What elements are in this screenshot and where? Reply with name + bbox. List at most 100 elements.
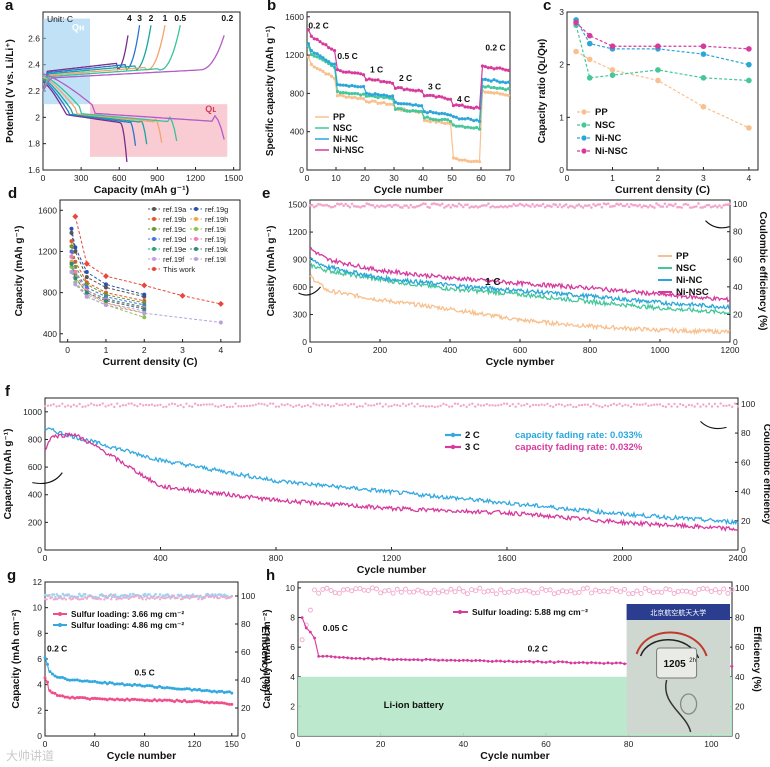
- efficiency-point: [675, 589, 681, 594]
- legend-marker: [581, 109, 587, 115]
- series-point: [623, 662, 626, 666]
- series-point-Ni-NC: [309, 49, 313, 53]
- efficiency-point: [154, 592, 157, 596]
- x-tick-label-b: 40: [418, 173, 428, 183]
- x-tick-label-b: 70: [505, 173, 515, 183]
- efficiency-point: [487, 202, 490, 205]
- y-tick-label-h: 6: [290, 642, 295, 652]
- y-tick-label-c: 2: [559, 60, 564, 70]
- legend-label: ref.19d: [163, 235, 186, 244]
- efficiency-point: [218, 597, 221, 600]
- efficiency-point: [653, 206, 656, 209]
- efficiency-point: [325, 203, 329, 207]
- rate-label: 4: [127, 13, 132, 23]
- series-point-Ni-NC: [321, 56, 325, 60]
- series-point-Ni-NSC: [434, 95, 438, 99]
- efficiency-point: [101, 594, 104, 598]
- series-point: [150, 684, 154, 688]
- efficiency-point: [271, 402, 275, 405]
- rate-label: 3 C: [428, 82, 441, 92]
- efficiency-point: [688, 206, 692, 209]
- efficiency-point: [176, 596, 179, 600]
- efficiency-point: [309, 405, 312, 408]
- efficiency-point: [358, 404, 361, 408]
- y2-axis-label-h: Efficiency (%): [751, 626, 762, 692]
- y-tick-label-a: 1.8: [28, 139, 40, 149]
- charge-curve-2: [42, 25, 152, 92]
- series-point-Ni-NSC: [483, 64, 487, 69]
- efficiency-point: [526, 402, 529, 406]
- efficiency-point: [380, 204, 383, 207]
- efficiency-point: [474, 204, 478, 208]
- efficiency-point: [321, 204, 324, 207]
- efficiency-point: [663, 202, 667, 205]
- legend-marker: [194, 227, 198, 231]
- legend-label: Ni-NC: [676, 275, 703, 286]
- efficiency-point: [221, 595, 224, 598]
- series-point-Ni-NSC: [324, 43, 328, 47]
- efficiency-point: [384, 205, 387, 208]
- series-point: [540, 660, 544, 664]
- legend-label: Ni-NSC: [676, 287, 709, 298]
- series-point-NSC: [315, 55, 319, 59]
- efficiency-point: [219, 404, 223, 407]
- efficiency-point: [589, 590, 594, 596]
- efficiency-point: [577, 404, 581, 407]
- series-point-PP: [492, 91, 496, 95]
- series-point-Ni-NC: [454, 115, 458, 119]
- series-point-Ni-NSC: [402, 88, 406, 92]
- series-point: [95, 696, 99, 700]
- efficiency-point: [190, 594, 193, 597]
- series-point: [108, 681, 112, 685]
- series-point: [230, 691, 234, 695]
- series-point: [610, 662, 614, 665]
- series-line-PP: [309, 274, 731, 336]
- efficiency-point: [359, 206, 362, 209]
- efficiency-point: [182, 405, 185, 409]
- series-point: [337, 655, 341, 659]
- efficiency-point: [85, 597, 88, 600]
- efficiency-point: [348, 205, 352, 209]
- efficiency-point: [441, 202, 444, 206]
- y-tick-label-f: 800: [28, 434, 42, 444]
- efficiency-point: [61, 402, 64, 405]
- rate-label: 2 C: [399, 73, 412, 83]
- series-point-PP: [609, 67, 616, 73]
- efficiency-point: [728, 404, 731, 407]
- efficiency-point: [436, 590, 441, 596]
- series-line: [74, 216, 221, 305]
- series-point: [354, 656, 358, 660]
- series-point: [83, 696, 87, 700]
- series-point-Ni-NSC: [466, 105, 470, 109]
- series-point: [155, 685, 159, 689]
- efficiency-point: [579, 204, 583, 208]
- series-point: [88, 680, 92, 684]
- y-tick-label-d: 800: [43, 288, 57, 298]
- efficiency-point: [551, 591, 557, 597]
- y-axis-label-g: Capacity (mAh cm⁻²): [11, 609, 22, 708]
- efficiency-point: [336, 202, 339, 206]
- series-point-Ni-NC: [466, 116, 470, 120]
- efficiency-point: [646, 205, 650, 209]
- efficiency-point: [181, 597, 184, 600]
- efficiency-point: [349, 403, 353, 406]
- series-point: [437, 659, 440, 662]
- series-point-Ni-NC: [498, 80, 502, 84]
- efficiency-point: [543, 588, 549, 593]
- rate-label: 0.5: [174, 13, 186, 23]
- series-point-PP: [477, 160, 482, 164]
- x-tick-label-d: 0: [65, 345, 70, 355]
- rate-label: 2: [149, 13, 154, 23]
- efficiency-point: [659, 589, 665, 595]
- series-point: [730, 665, 734, 668]
- efficiency-point: [448, 586, 454, 592]
- series-point-PP: [472, 159, 476, 163]
- series-point: [43, 676, 47, 680]
- efficiency-point: [700, 586, 706, 591]
- efficiency-point: [331, 205, 335, 209]
- efficiency-point: [690, 404, 693, 407]
- series-point-Ni-NC: [446, 113, 450, 117]
- series-point-Ni-NC: [385, 94, 389, 98]
- efficiency-point: [205, 403, 208, 406]
- legend-marker: [152, 247, 156, 251]
